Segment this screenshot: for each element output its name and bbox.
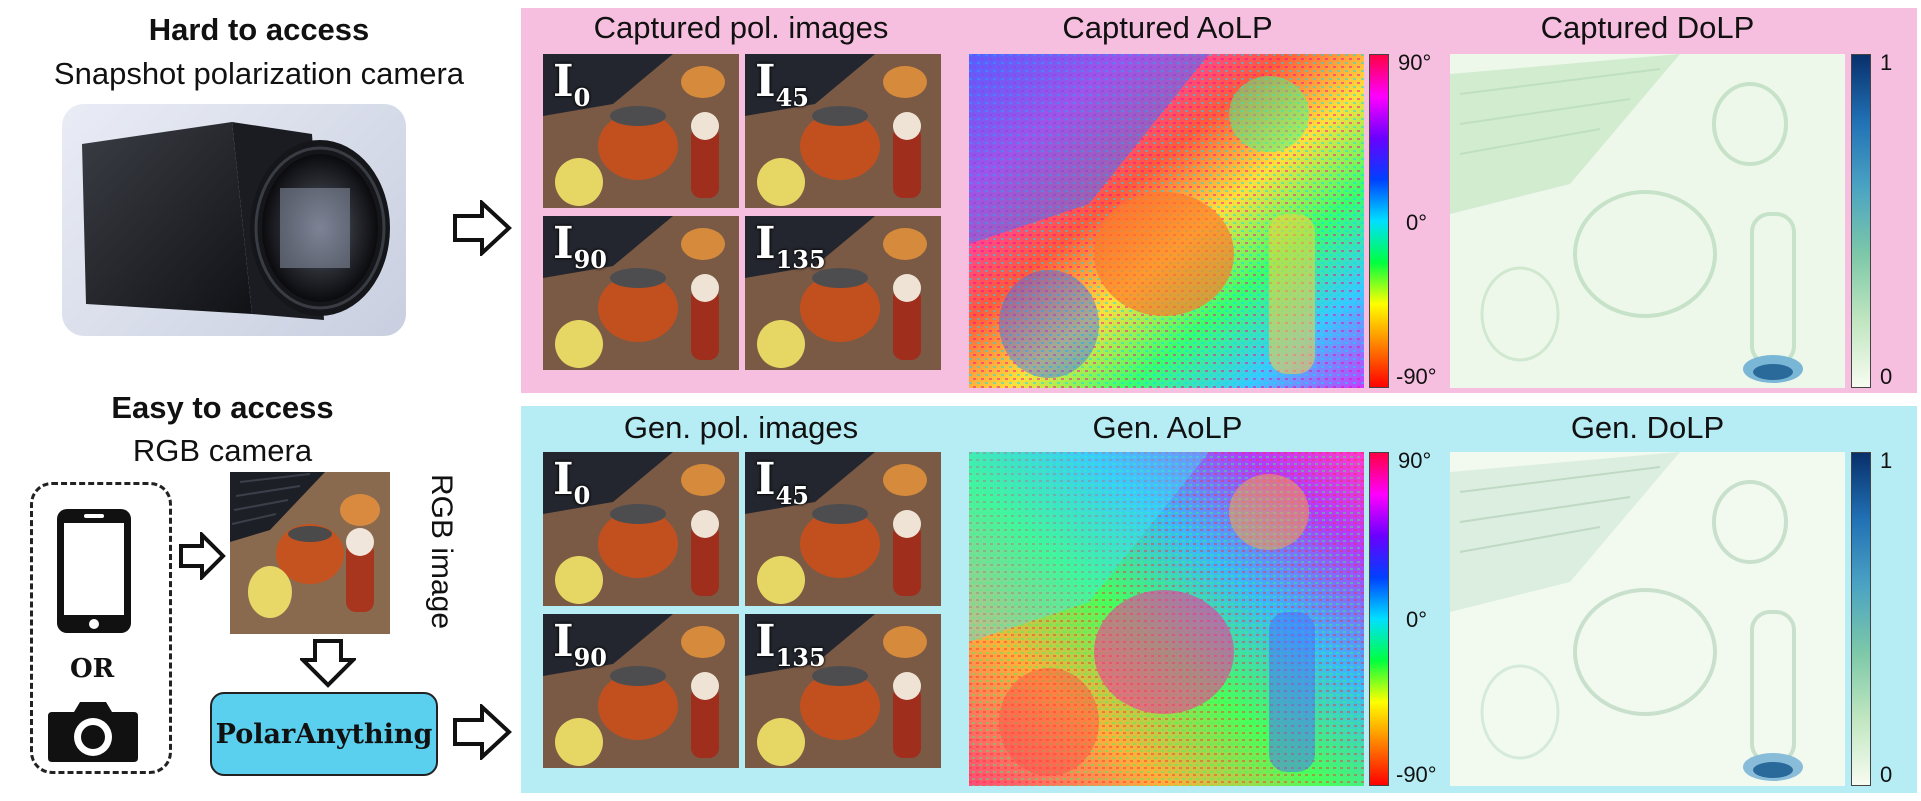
pol-angle-label: I135 xyxy=(755,222,826,272)
pol-image-tile: I0 xyxy=(543,452,739,606)
pol-image-tile: I0 xyxy=(543,54,739,208)
pol-label-base: I xyxy=(553,616,574,667)
or-label: OR xyxy=(70,654,115,684)
pol-image-tile: I135 xyxy=(745,216,941,370)
pol-angle-label: I45 xyxy=(755,60,809,110)
pol-label-base: I xyxy=(553,56,574,107)
dolp-tick-top: 1 xyxy=(1880,448,1893,473)
pol-label-base: I xyxy=(553,218,574,269)
pol-label-base: I xyxy=(755,218,776,269)
captured-dolp-colorbar xyxy=(1851,54,1871,388)
pol-image-tile: I45 xyxy=(745,54,941,208)
pol-angle-label: I90 xyxy=(553,620,607,670)
gen-dolp-map xyxy=(1450,452,1845,786)
pol-angle-label: I90 xyxy=(553,222,607,272)
pol-image-tile: I135 xyxy=(745,614,941,768)
captured-dolp-title: Captured DoLP xyxy=(1540,10,1755,45)
dolp-tick-bottom: 0 xyxy=(1880,762,1893,787)
pol-label-base: I xyxy=(553,454,574,505)
dolp-tick-top: 1 xyxy=(1880,50,1893,75)
pol-image-tile: I90 xyxy=(543,614,739,768)
pol-label-base: I xyxy=(755,454,776,505)
aolp-tick-bottom: -90° xyxy=(1396,762,1437,787)
captured-aolp-colorbar xyxy=(1369,54,1389,388)
pol-image-tile: I45 xyxy=(745,452,941,606)
photo-camera-icon xyxy=(48,702,138,762)
arrow-right-icon xyxy=(179,532,226,580)
aolp-tick-bottom: -90° xyxy=(1396,364,1437,389)
device-group xyxy=(30,482,172,774)
pol-label-subscript: 45 xyxy=(775,83,809,112)
aolp-tick-mid: 0° xyxy=(1406,210,1428,235)
gen-dolp-title: Gen. DoLP xyxy=(1570,410,1725,445)
pol-angle-label: I45 xyxy=(755,458,809,508)
pol-label-base: I xyxy=(755,616,776,667)
hard-access-heading: Hard to access xyxy=(148,12,370,47)
easy-access-heading: Easy to access xyxy=(111,390,334,425)
rgb-image-caption: RGB image xyxy=(425,474,458,630)
captured-dolp-map xyxy=(1450,54,1845,388)
gen-aolp-title: Gen. AoLP xyxy=(1092,410,1243,445)
pol-angle-label: I0 xyxy=(553,60,590,110)
gen-aolp-map xyxy=(969,452,1364,786)
smartphone-icon xyxy=(57,509,131,633)
snapshot-camera-label: Snapshot polarization camera xyxy=(53,56,465,91)
pol-label-subscript: 0 xyxy=(573,481,591,510)
pol-label-subscript: 90 xyxy=(573,245,607,274)
gen-pol-title: Gen. pol. images xyxy=(623,410,859,445)
captured-pol-title: Captured pol. images xyxy=(593,10,889,45)
pol-label-subscript: 45 xyxy=(775,481,809,510)
arrow-down-icon xyxy=(300,639,356,688)
camera-body-icon xyxy=(62,104,406,336)
aolp-tick-top: 90° xyxy=(1398,50,1432,75)
polaranything-button[interactable]: PolarAnything xyxy=(210,692,438,776)
arrow-right-icon xyxy=(453,200,512,256)
captured-aolp-title: Captured AoLP xyxy=(1062,10,1273,45)
pol-label-subscript: 135 xyxy=(775,643,826,672)
aolp-tick-top: 90° xyxy=(1398,448,1432,473)
pol-label-subscript: 0 xyxy=(573,83,591,112)
arrow-right-icon xyxy=(453,704,512,760)
gen-dolp-colorbar xyxy=(1851,452,1871,786)
pol-label-base: I xyxy=(755,56,776,107)
gen-aolp-colorbar xyxy=(1369,452,1389,786)
rgb-camera-label: RGB camera xyxy=(132,433,313,468)
pol-label-subscript: 90 xyxy=(573,643,607,672)
pol-label-subscript: 135 xyxy=(775,245,826,274)
rgb-image-thumbnail xyxy=(230,472,390,634)
pol-angle-label: I135 xyxy=(755,620,826,670)
pol-angle-label: I0 xyxy=(553,458,590,508)
aolp-tick-mid: 0° xyxy=(1406,607,1428,632)
dolp-tick-bottom: 0 xyxy=(1880,364,1893,389)
pol-image-tile: I90 xyxy=(543,216,739,370)
captured-aolp-map xyxy=(969,54,1364,388)
